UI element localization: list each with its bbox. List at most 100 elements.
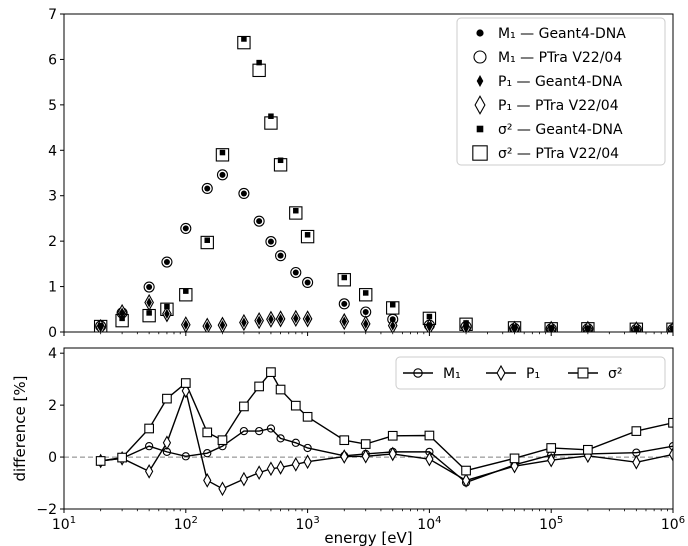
data-point-m1-geant4-dna (389, 316, 396, 323)
data-point-m1-ptra-v22-04 (253, 215, 265, 227)
legend-label-m1-ptra-v22-04: M₁ — PTra V22/04 (498, 50, 622, 66)
data-point-m1 (254, 426, 264, 436)
data-point-m1 (144, 442, 154, 451)
data-point-sigma2 (668, 417, 673, 428)
data-point-p1-geant4-dna (119, 307, 125, 318)
data-point-sigma2 (239, 401, 249, 412)
data-point-sigma2 (360, 439, 371, 449)
legend-label-p1-geant4-dna: P₁ — Geant4-DNA (498, 74, 623, 90)
data-point-p1 (266, 461, 276, 477)
data-point-p1 (461, 473, 471, 488)
bottom-x-tick-label: 101 (52, 515, 76, 533)
top-y-tick-label: 5 (48, 98, 57, 114)
data-point-m1 (266, 424, 276, 433)
data-point-p1-geant4-dna (304, 313, 311, 324)
top-y-tick-label: 6 (48, 52, 57, 68)
data-point-sigma2 (254, 381, 264, 392)
data-point-sigma2-geant4-dna (304, 232, 311, 238)
data-point-sigma2 (583, 444, 593, 455)
data-point-sigma2-geant4-dna (219, 149, 226, 156)
legend-label-m1-geant4-dna: M₁ — Geant4-DNA (498, 26, 626, 42)
top-y-tick-label: 3 (48, 189, 57, 205)
bottom-x-tick-label: 103 (295, 515, 319, 533)
data-point-sigma2-geant4-dna (241, 36, 247, 42)
data-point-sigma2-geant4-dna (119, 315, 125, 322)
legend-marker-m1-ptra-v22-04 (473, 50, 487, 64)
data-point-m1-geant4-dna (256, 218, 263, 225)
data-point-p1-geant4-dna (511, 324, 518, 332)
bottom-y-tick-label: 2 (48, 398, 57, 414)
legend-label-m1: M₁ (443, 366, 461, 382)
data-point-m1-geant4-dna (163, 259, 170, 266)
data-point-m1-ptra-v22-04 (667, 323, 673, 332)
data-point-m1-geant4-dna (362, 309, 369, 316)
bottom-x-tick-label: 106 (661, 515, 685, 533)
data-point-p1 (239, 471, 249, 487)
data-point-sigma2 (631, 426, 642, 436)
data-point-p1 (203, 473, 212, 488)
data-point-p1-geant4-dna (146, 297, 152, 308)
data-point-sigma2 (217, 435, 228, 446)
data-point-m1-ptra-v22-04 (143, 281, 155, 293)
top-frame (63, 13, 674, 333)
data-point-sigma2-geant4-dna (426, 313, 433, 320)
data-point-p1-geant4-dna (277, 313, 284, 324)
data-point-sigma2 (95, 456, 106, 466)
top-y-tick-label: 7 (48, 7, 57, 23)
data-point-sigma2-geant4-dna (341, 274, 348, 281)
data-point-sigma2-geant4-dna (277, 157, 284, 164)
data-point-m1 (239, 426, 249, 436)
data-point-m1 (291, 438, 300, 447)
data-point-p1-geant4-dna (256, 315, 262, 326)
bottom-x-tick-label: 102 (174, 515, 198, 533)
data-point-m1-geant4-dna (267, 238, 274, 245)
data-point-m1-geant4-dna (304, 279, 311, 286)
legend-marker-sigma2-ptra-v22-04 (472, 145, 488, 161)
data-point-sigma2-geant4-dna (183, 288, 189, 294)
data-point-sigma2-geant4-dna (389, 301, 396, 308)
data-point-p1-geant4-dna (341, 316, 348, 327)
data-point-m1-ptra-v22-04 (161, 256, 173, 268)
data-point-p1-geant4-dna (463, 323, 469, 332)
series-markers-p1 (96, 383, 673, 497)
data-point-sigma2-geant4-dna (204, 237, 210, 243)
series-markers-sigma2 (95, 367, 673, 476)
data-point-p1 (145, 463, 154, 479)
data-point-sigma2 (144, 423, 154, 434)
data-point-sigma2 (424, 430, 435, 441)
data-point-p1-geant4-dna (204, 321, 210, 332)
data-point-p1 (388, 446, 397, 462)
top-legend-box (456, 17, 666, 166)
data-point-m1-geant4-dna (341, 300, 348, 307)
data-point-p1-geant4-dna (670, 324, 673, 332)
bottom-x-tick-label: 104 (417, 515, 441, 533)
data-point-p1 (425, 451, 434, 467)
top-plot-area (93, 35, 673, 332)
top-panel: 0 1 2 3 4 5 6 7 M₁ — Geant4-DNA M₁ — PTra V22/04 P… (48, 7, 674, 341)
series-line-m1 (100, 427, 673, 484)
legend-marker-sigma2-geant4-dna (476, 125, 484, 133)
data-point-p1 (361, 448, 370, 464)
data-point-p1-geant4-dna (362, 318, 369, 329)
data-point-m1-geant4-dna (240, 190, 247, 197)
data-point-sigma2-ptra-v22-04 (252, 63, 266, 78)
top-y-tick-label: 1 (48, 280, 57, 296)
data-point-p1 (303, 454, 312, 470)
data-point-p1 (276, 460, 285, 475)
top-y-tick-label: 4 (48, 143, 57, 159)
legend-label-p1: P₁ (526, 366, 540, 382)
data-point-sigma2 (275, 384, 286, 395)
series-p1-geant4-dna (97, 297, 673, 332)
data-point-p1 (255, 465, 264, 481)
data-point-p1-geant4-dna (97, 322, 104, 332)
data-point-sigma2 (290, 400, 301, 411)
data-point-sigma2 (509, 453, 520, 464)
data-point-m1-ptra-v22-04 (302, 276, 314, 289)
data-point-sigma2 (202, 427, 213, 438)
data-point-sigma2-geant4-dna (164, 303, 170, 310)
data-point-sigma2 (339, 435, 350, 446)
legend-label-sigma2-geant4-dna: σ² — Geant4-DNA (498, 122, 623, 138)
data-point-m1-geant4-dna (182, 225, 189, 232)
data-point-m1-ptra-v22-04 (238, 187, 250, 199)
